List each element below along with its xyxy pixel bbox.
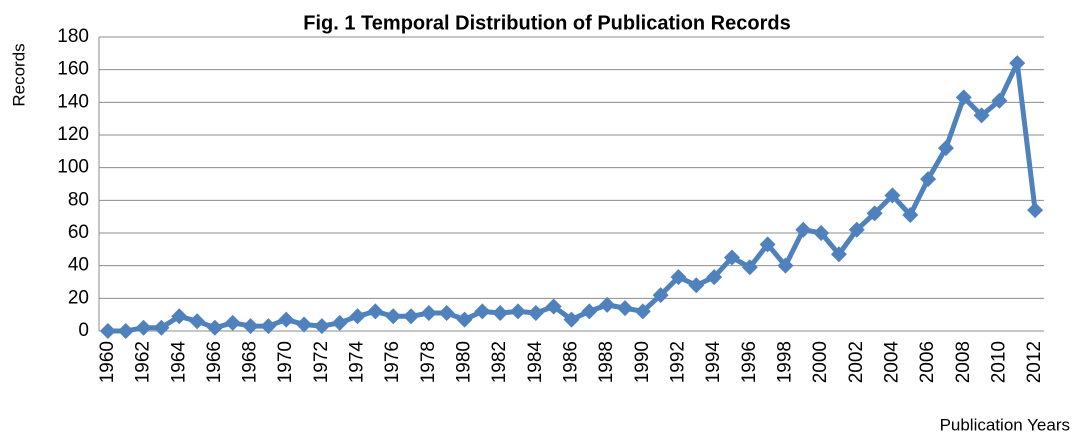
marker [135, 319, 152, 336]
x-tick-label: 1966 [204, 341, 225, 383]
marker [278, 311, 295, 328]
x-tick-label: 1980 [454, 341, 475, 383]
x-tick-label: 1986 [561, 341, 582, 383]
marker [937, 140, 954, 157]
marker [955, 89, 972, 106]
marker [367, 303, 384, 320]
y-tick-label: 60 [68, 222, 89, 243]
y-tick-label: 180 [57, 26, 89, 47]
x-tick-label: 1964 [168, 341, 189, 384]
x-tick-label: 2010 [988, 341, 1009, 383]
y-tick-label: 40 [68, 255, 89, 276]
x-tick-label: 1990 [632, 341, 653, 383]
y-axis-label: Records [9, 43, 28, 106]
x-tick-label: 1962 [133, 341, 154, 383]
x-tick-label: 1982 [489, 341, 510, 383]
marker [795, 221, 812, 238]
marker [545, 298, 562, 315]
marker [117, 323, 134, 339]
x-tick-label: 1972 [311, 341, 332, 383]
marker [349, 308, 366, 325]
marker [492, 305, 509, 322]
marker [189, 313, 206, 330]
marker [777, 257, 794, 274]
marker [438, 305, 455, 322]
x-tick-label: 1960 [97, 341, 118, 383]
y-tick-label: 120 [57, 124, 89, 145]
marker [527, 305, 544, 322]
x-tick-label: 1992 [667, 341, 688, 383]
x-tick-label: 1970 [275, 341, 296, 383]
marker [616, 300, 633, 317]
chart-title: Fig. 1 Temporal Distribution of Publicat… [303, 12, 790, 34]
y-tick-label: 140 [57, 91, 89, 112]
marker [848, 221, 865, 238]
x-tick-label: 2008 [953, 341, 974, 383]
marker [260, 318, 277, 335]
marker [474, 303, 491, 320]
marker [99, 323, 116, 339]
y-tick-label: 160 [57, 59, 89, 80]
x-tick-label: 1998 [774, 341, 795, 383]
marker [741, 259, 758, 276]
marker [313, 318, 330, 335]
marker [991, 92, 1008, 109]
marker [688, 277, 705, 294]
marker [813, 225, 830, 241]
x-tick-label: 1976 [382, 341, 403, 383]
marker [403, 308, 420, 325]
y-tick-label: 100 [57, 157, 89, 178]
x-tick-label: 1996 [739, 341, 760, 383]
marker [723, 249, 740, 266]
marker [581, 303, 598, 320]
marker [599, 296, 616, 313]
marker [563, 311, 580, 328]
x-tick-label: 2006 [917, 341, 938, 383]
x-tick-label: 1984 [525, 341, 546, 384]
x-tick-label: 1968 [240, 341, 261, 383]
marker [706, 269, 723, 286]
marker [510, 303, 527, 320]
marker [670, 269, 687, 286]
marker [920, 171, 937, 188]
y-tick-label: 20 [68, 287, 89, 308]
marker [973, 107, 990, 124]
marker [385, 308, 402, 325]
marker [884, 187, 901, 204]
x-tick-label: 2002 [846, 341, 867, 383]
marker [652, 287, 669, 304]
marker [759, 236, 776, 253]
x-tick-label: 2012 [1024, 341, 1045, 383]
x-tick-label: 2000 [810, 341, 831, 383]
marker [206, 319, 223, 336]
marker [1027, 202, 1044, 219]
marker [456, 311, 473, 328]
marker [634, 303, 651, 320]
marker [296, 316, 313, 333]
y-tick-label: 80 [68, 189, 89, 210]
x-tick-label: 2004 [881, 341, 902, 384]
x-tick-label: 1994 [703, 341, 724, 384]
marker [331, 314, 348, 331]
x-tick-label: 1978 [418, 341, 439, 383]
marker [171, 308, 188, 325]
marker [866, 205, 883, 222]
marker [153, 319, 170, 336]
x-tick-label: 1988 [596, 341, 617, 383]
marker [902, 207, 919, 224]
marker [242, 318, 259, 335]
marker [1009, 55, 1026, 72]
marker [224, 314, 241, 331]
marker [420, 305, 437, 322]
y-tick-label: 0 [78, 320, 89, 341]
marker [830, 246, 847, 263]
x-axis-label: Publication Years [940, 415, 1070, 434]
x-tick-label: 1974 [347, 341, 368, 384]
